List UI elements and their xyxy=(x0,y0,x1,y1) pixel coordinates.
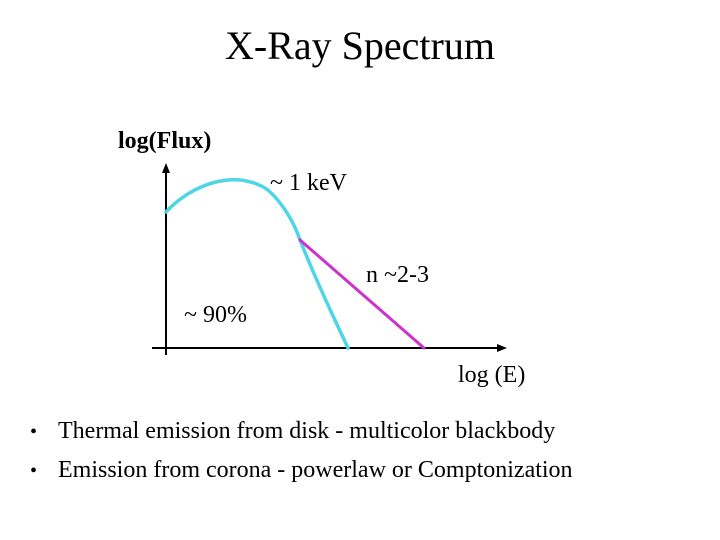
powerlaw-line xyxy=(298,238,426,350)
bullet-marker: • xyxy=(30,421,38,443)
bullet-text: Thermal emission from disk - multicolor … xyxy=(58,418,556,444)
thermal-fraction-label: ~ 90% xyxy=(184,302,247,328)
bullet-item: • Thermal emission from disk - multicolo… xyxy=(30,412,710,451)
bullet-marker: • xyxy=(30,460,38,482)
powerlaw-index-label: n ~2-3 xyxy=(366,262,429,288)
spectrum-svg: log(Flux) log (E) ~ 1 keV n ~2-3 ~ 90% xyxy=(118,128,525,388)
bullet-list: • Thermal emission from disk - multicolo… xyxy=(30,412,710,490)
x-axis-label: log (E) xyxy=(458,362,525,388)
y-axis-label: log(Flux) xyxy=(118,128,211,154)
thermal-curve xyxy=(164,177,350,350)
bullet-text: Emission from corona - powerlaw or Compt… xyxy=(58,457,573,483)
thermal-peak-label: ~ 1 keV xyxy=(270,170,348,196)
slide-title: X-Ray Spectrum xyxy=(225,23,495,68)
spectrum-diagram: log(Flux) log (E) ~ 1 keV n ~2-3 ~ 90% xyxy=(110,110,570,400)
bullet-item: • Emission from corona - powerlaw or Com… xyxy=(30,451,710,490)
